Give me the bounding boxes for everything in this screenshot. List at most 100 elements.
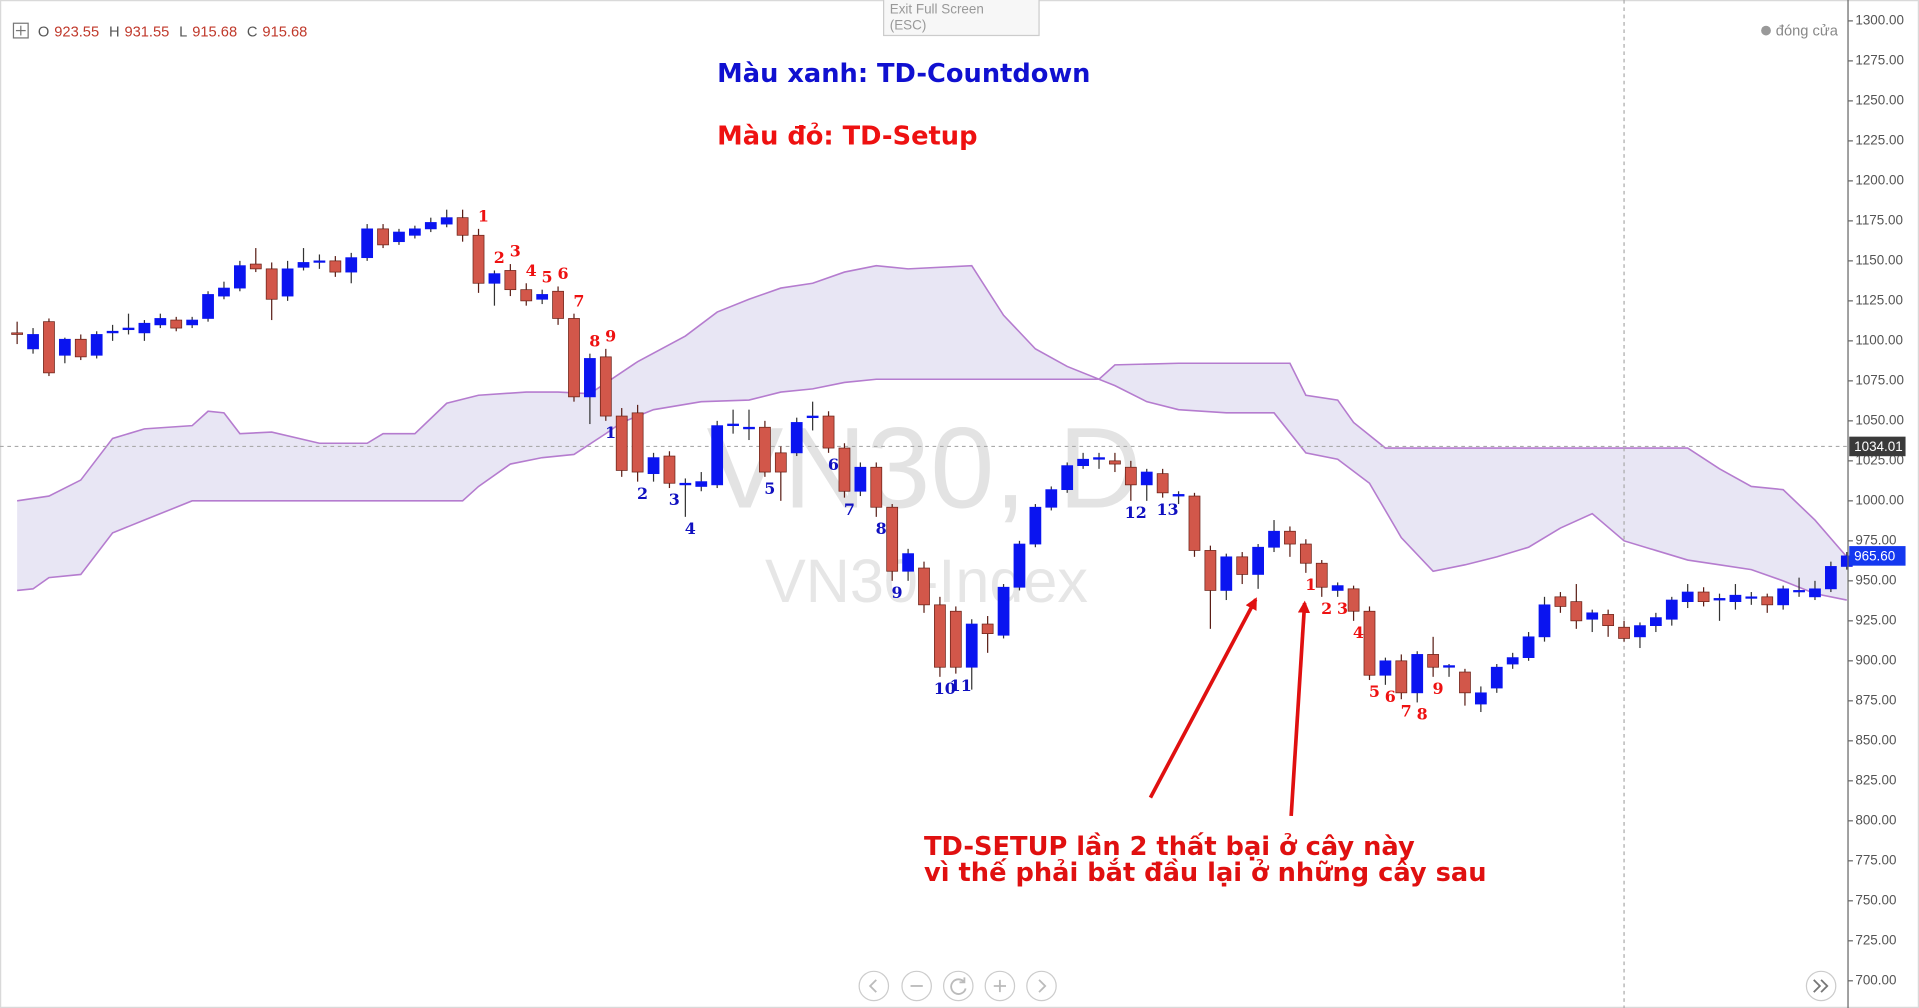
candle-body: [1013, 543, 1026, 588]
candle-body: [584, 358, 596, 398]
exit-fullscreen-key[interactable]: (ESC): [890, 17, 927, 32]
candle-body: [1729, 594, 1742, 603]
legend-note: Màu đỏ: TD-Setup: [717, 120, 977, 151]
candle-body: [599, 356, 612, 417]
td-count: 3: [1337, 599, 1348, 618]
candle-body: [1427, 654, 1440, 668]
candle-body: [43, 321, 55, 374]
y-tick-label: 1050.00: [1855, 412, 1904, 427]
y-tick-label: 1075.00: [1855, 372, 1904, 387]
ohlc-legend: O 923.55 H 931.55 L 915.68 C 915.68: [38, 25, 307, 41]
candle-body: [456, 217, 469, 236]
candle-body: [1761, 596, 1774, 606]
td-count: 7: [1401, 701, 1412, 720]
legend-value: 915.68: [192, 25, 237, 41]
annotation-line: vì thế phải bắt đầu lại ở những cây sau: [924, 857, 1487, 888]
annotation-line: TD-SETUP lần 2 thất bại ở cây này: [924, 831, 1415, 862]
candle-body: [886, 506, 899, 572]
td-count: 9: [1432, 679, 1443, 698]
y-tick-label: 900.00: [1855, 652, 1896, 667]
y-tick-label: 1125.00: [1855, 292, 1903, 307]
td-count: 4: [685, 519, 696, 538]
candle-body: [106, 330, 119, 334]
candle-body: [854, 466, 867, 492]
candle-body: [58, 338, 71, 356]
td-count: 1: [1305, 575, 1316, 594]
candle-body: [1299, 543, 1312, 564]
reset[interactable]: [942, 970, 974, 1002]
candle-body: [1331, 585, 1344, 591]
candle-body: [361, 228, 374, 259]
td-count: 8: [1417, 705, 1428, 724]
td-count: 5: [764, 479, 775, 498]
candle-body: [1538, 604, 1551, 638]
candle-body: [822, 415, 835, 449]
y-tick-label: 950.00: [1855, 572, 1896, 587]
td-count: 8: [589, 331, 600, 350]
candle-body: [981, 623, 994, 635]
close-label: đóng cửa: [1776, 23, 1839, 39]
y-tick-label: 875.00: [1855, 692, 1896, 707]
td-count: 2: [494, 248, 505, 267]
candle-body: [313, 260, 326, 263]
candle-body: [488, 273, 501, 284]
candle-body: [1061, 465, 1074, 491]
legend-key: L: [179, 25, 187, 41]
candle-body: [1124, 466, 1137, 486]
candle-body: [122, 327, 135, 331]
td-count: 7: [573, 291, 584, 310]
ichimoku-cloud: [17, 264, 1848, 601]
icon: [993, 979, 1007, 993]
td-count: 12: [1125, 503, 1147, 522]
candle-body: [504, 270, 517, 291]
candle-body: [138, 322, 151, 334]
candle-body: [1777, 588, 1790, 606]
candle-body: [1809, 588, 1821, 598]
candle-body: [949, 610, 962, 668]
candle-body: [90, 334, 103, 356]
y-tick-label: 1275.00: [1855, 52, 1904, 67]
td-count: 9: [892, 583, 903, 602]
crosshair-toggle[interactable]: [12, 22, 29, 39]
td-count: 6: [1385, 687, 1396, 706]
exit-fullscreen-label[interactable]: Exit Full Screen: [890, 1, 984, 16]
exit-fullscreen[interactable]: Exit Full Screen (ESC): [883, 0, 1040, 37]
legend-value: 915.68: [262, 25, 307, 41]
nav-right[interactable]: [1026, 970, 1057, 1002]
candle-body: [774, 452, 787, 473]
price-marker: [1849, 546, 1906, 566]
candle-body: [552, 290, 564, 319]
candle-body: [1077, 458, 1089, 467]
td-count: 7: [844, 500, 855, 519]
candle-body: [1395, 660, 1408, 694]
candle-body: [1474, 692, 1487, 705]
candle-body: [1284, 530, 1296, 545]
exit-fullscreen-box[interactable]: [883, 0, 1040, 37]
y-tick-label: 750.00: [1855, 892, 1896, 907]
icon: [868, 979, 877, 993]
candle-body: [1363, 610, 1376, 676]
candle-body: [695, 481, 708, 487]
arrow: [1289, 600, 1311, 817]
candle-body: [997, 586, 1010, 636]
y-tick-label: 1300.00: [1855, 12, 1904, 27]
y-tick-label: 1225.00: [1855, 132, 1904, 147]
candle-body: [1570, 601, 1583, 622]
nav-left[interactable]: [858, 970, 890, 1002]
candle-body: [759, 426, 771, 473]
candle-body: [297, 262, 310, 268]
y-tick-label: 800.00: [1855, 812, 1896, 827]
candle-body: [249, 263, 262, 270]
candle-body: [1554, 596, 1567, 607]
td-count: 3: [669, 490, 680, 509]
candle-body: [265, 268, 278, 300]
y-tick-label: 850.00: [1855, 732, 1896, 747]
candle-body: [1522, 636, 1535, 658]
candle-body: [393, 231, 405, 243]
candle-body: [154, 318, 167, 326]
header: O 923.55 H 931.55 L 915.68 C 915.68: [12, 22, 307, 41]
candle-body: [568, 318, 580, 398]
candle-body: [1602, 614, 1615, 627]
y-tick-label: 1200.00: [1855, 172, 1904, 187]
y-tick-label: 975.00: [1855, 532, 1896, 547]
